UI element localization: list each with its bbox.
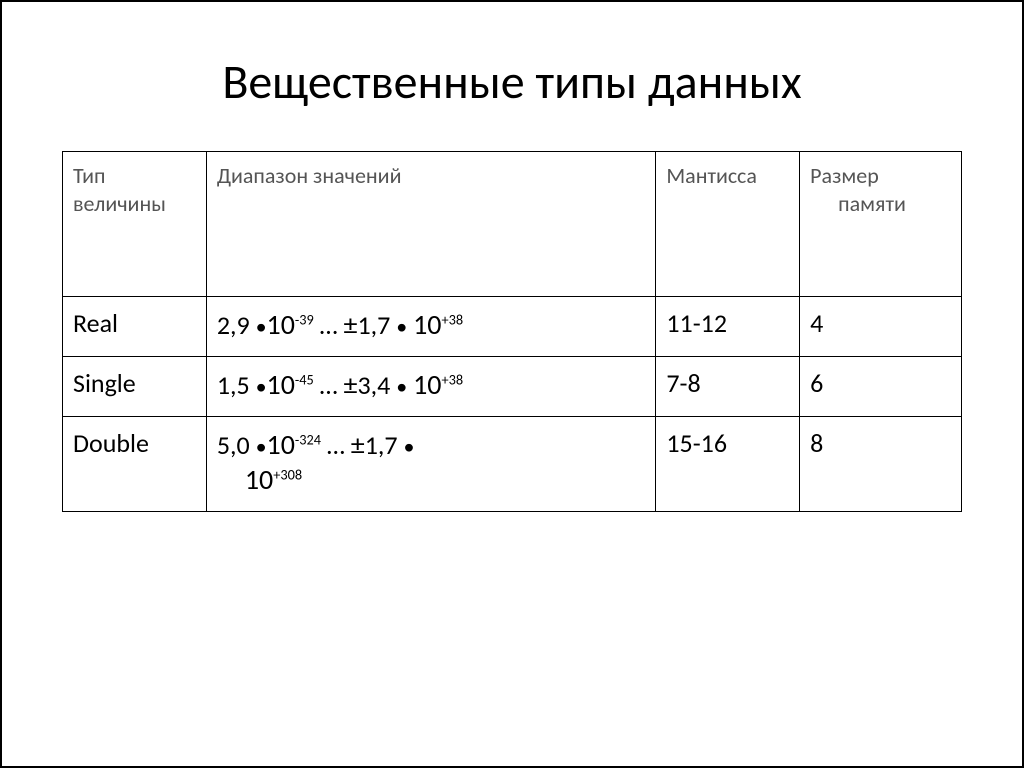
cell-memory: 4	[800, 297, 962, 357]
cell-type: Single	[63, 357, 207, 417]
range-value: 5,0 •10-324 … ±1,7 •10+308	[217, 429, 646, 497]
col-header-mantissa: Мантисса	[656, 152, 800, 297]
table-row: Real 2,9 •10-39 … ±1,7 • 10+38 11-124	[63, 297, 962, 357]
cell-mantissa: 15-16	[656, 417, 800, 512]
page-title: Вещественные типы данных	[62, 52, 962, 111]
table-row: Double5,0 •10-324 … ±1,7 •10+30815-168	[63, 417, 962, 512]
data-types-table: ТипвеличиныДиапазон значенийМантиссаРазм…	[62, 151, 962, 512]
range-value: 1,5 •10-45 … ±3,4 • 10+38	[217, 369, 463, 401]
slide: Вещественные типы данных ТипвеличиныДиап…	[0, 0, 1024, 768]
cell-type: Real	[63, 297, 207, 357]
cell-memory: 8	[800, 417, 962, 512]
cell-range: 1,5 •10-45 … ±3,4 • 10+38	[206, 357, 656, 417]
cell-memory: 6	[800, 357, 962, 417]
col-header-range: Диапазон значений	[206, 152, 656, 297]
table-body: ТипвеличиныДиапазон значенийМантиссаРазм…	[63, 152, 962, 512]
cell-range: 5,0 •10-324 … ±1,7 •10+308	[206, 417, 656, 512]
range-value: 2,9 •10-39 … ±1,7 • 10+38	[217, 309, 463, 341]
table-header-row: ТипвеличиныДиапазон значенийМантиссаРазм…	[63, 152, 962, 297]
col-header-memory: Размерпамяти	[800, 152, 962, 297]
cell-type: Double	[63, 417, 207, 512]
cell-mantissa: 7-8	[656, 357, 800, 417]
cell-mantissa: 11-12	[656, 297, 800, 357]
col-header-type: Типвеличины	[63, 152, 207, 297]
cell-range: 2,9 •10-39 … ±1,7 • 10+38	[206, 297, 656, 357]
table-row: Single 1,5 •10-45 … ±3,4 • 10+38 7-86	[63, 357, 962, 417]
